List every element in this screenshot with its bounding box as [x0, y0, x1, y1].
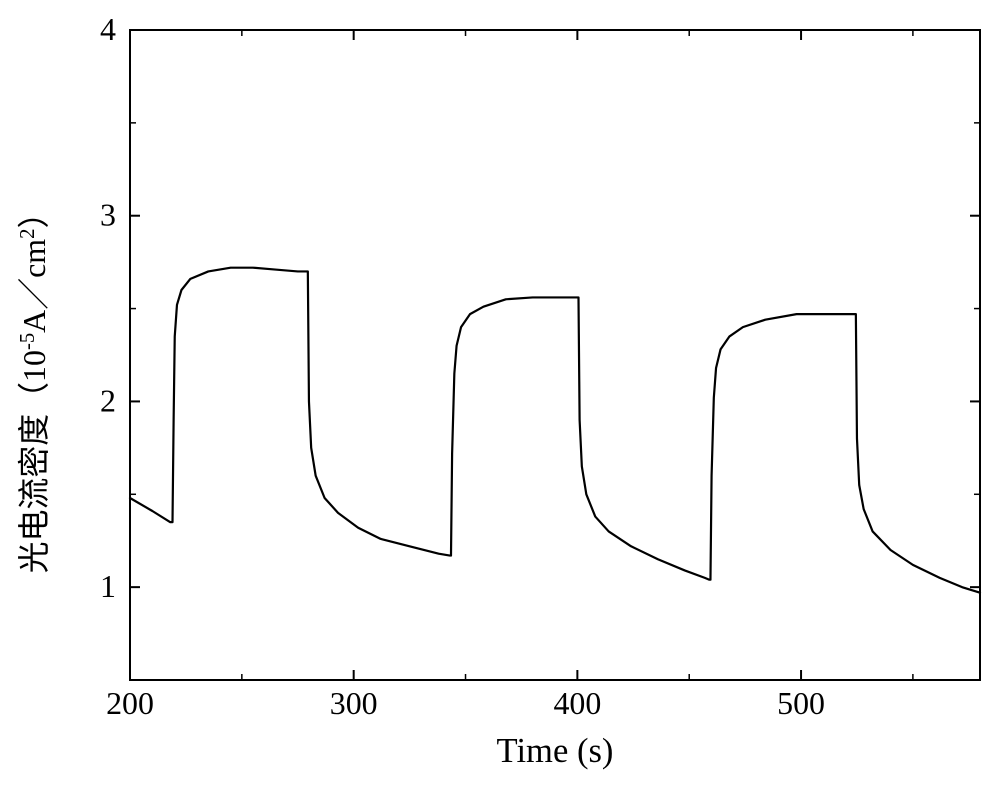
series-photocurrent [130, 268, 980, 593]
chart-svg: 200 300 400 500 1 2 3 4 Time (s) 光电流密度（10-5A／cm2） [0, 0, 1000, 786]
y-axis-title: 光电流密度（10-5A／cm2） [17, 197, 52, 574]
x-axis-title: Time (s) [497, 732, 614, 770]
y-tick-label: 1 [100, 569, 116, 604]
y-tick-label: 4 [100, 12, 116, 47]
y-tick-label: 2 [100, 383, 116, 418]
x-tick-label: 400 [553, 686, 601, 721]
x-tick-label: 300 [330, 686, 378, 721]
x-tick-label: 500 [777, 686, 825, 721]
y-tick-label: 3 [100, 198, 116, 233]
photocurrent-timeseries-chart: 200 300 400 500 1 2 3 4 Time (s) 光电流密度（10-5A／cm2） [0, 0, 1000, 786]
plot-border [130, 30, 980, 680]
x-tick-label: 200 [106, 686, 154, 721]
